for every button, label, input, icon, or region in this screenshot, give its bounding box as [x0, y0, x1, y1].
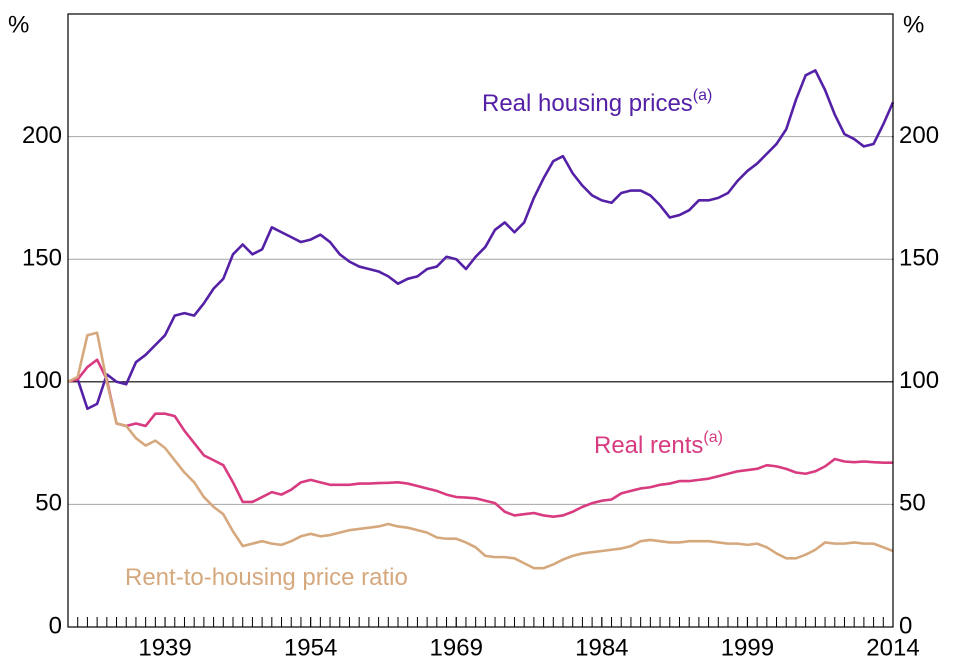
x-tick-label: 1999 [721, 634, 774, 661]
y2-tick-label: 150 [899, 245, 939, 272]
series-label-name: Rent-to-housing price ratio [125, 564, 408, 591]
y-unit: % [8, 11, 29, 38]
y-tick-label: 100 [22, 367, 62, 394]
series-line [67, 69, 895, 411]
y2-tick-label: 100 [899, 367, 939, 394]
series-label-sup: (a) [703, 429, 723, 446]
series-label: Rent-to-housing price ratio [125, 564, 408, 591]
series-line [67, 358, 893, 518]
plot-frame [67, 13, 894, 628]
x-tick-label: 1969 [430, 634, 483, 661]
y2-tick-label: 50 [899, 490, 926, 517]
x-tick-label: 2014 [866, 634, 919, 661]
y-tick-label: 200 [22, 122, 62, 149]
series-label-name: Real housing prices [482, 90, 693, 117]
x-tick-label: 1984 [575, 634, 628, 661]
series-label-name: Real rents [594, 432, 703, 459]
series-label: Real housing prices(a) [482, 87, 712, 117]
y-tick-label: 150 [22, 245, 62, 272]
y2-unit: % [903, 11, 924, 38]
x-tick-label: 1954 [284, 634, 337, 661]
series-line [67, 331, 894, 570]
y2-tick-label: 0 [899, 612, 912, 639]
y-tick-label: 0 [49, 612, 62, 639]
y2-tick-label: 200 [899, 122, 939, 149]
series-label: Real rents(a) [594, 429, 723, 459]
series-label-sup: (a) [693, 87, 713, 104]
x-tick-label: 1939 [138, 634, 191, 661]
y-tick-label: 50 [35, 490, 62, 517]
